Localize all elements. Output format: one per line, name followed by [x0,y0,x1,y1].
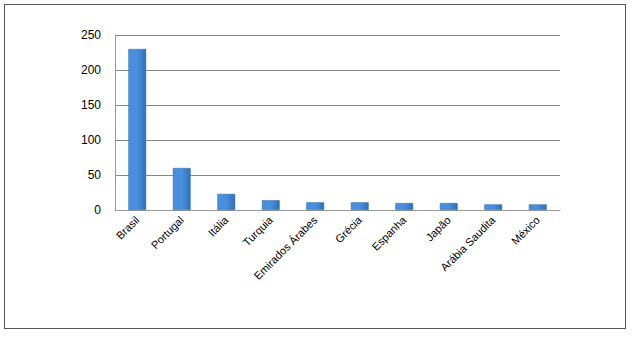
svg-text:200: 200 [81,63,101,77]
svg-text:250: 250 [81,28,101,42]
svg-text:150: 150 [81,98,101,112]
svg-text:Itália: Itália [206,213,232,239]
svg-text:México: México [509,214,542,247]
svg-text:Arábia Saudita: Arábia Saudita [438,213,498,273]
svg-text:Grécia: Grécia [333,213,365,245]
svg-text:50: 50 [88,168,102,182]
svg-text:100: 100 [81,133,101,147]
svg-text:Turquia: Turquia [240,213,275,248]
svg-text:Portugal: Portugal [149,214,186,251]
svg-text:Japão: Japão [423,214,453,244]
svg-text:0: 0 [94,203,101,217]
svg-text:Brasil: Brasil [114,214,142,242]
svg-text:Espanha: Espanha [369,213,409,253]
svg-text:Emirados Árabes: Emirados Árabes [251,213,319,281]
